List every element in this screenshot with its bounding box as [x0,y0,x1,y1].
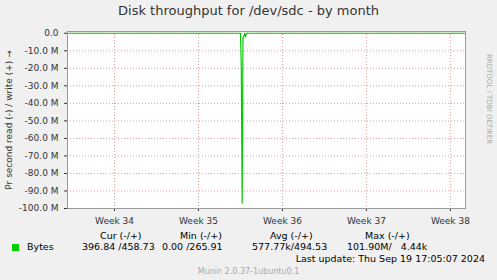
html-text:Avg (-/+): Avg (-/+) [270,230,313,241]
svg-text:Pr second read (-) / write (+): Pr second read (-) / write (+) → [4,50,14,190]
svg-text:Week 36: Week 36 [263,216,302,226]
html-text:396.84 /458.73: 396.84 /458.73 [82,241,155,252]
svg-text:-70.0 M: -70.0 M [25,151,59,161]
svg-text:-20.0 M: -20.0 M [25,63,59,73]
html-text:Bytes: Bytes [27,241,54,252]
svg-text:-10.0 M: -10.0 M [25,46,59,56]
svg-text:-50.0 M: -50.0 M [25,116,59,126]
html-text:0.00 /265.91: 0.00 /265.91 [162,241,223,252]
svg-text:Week 35: Week 35 [179,216,218,226]
svg-text:0.0: 0.0 [44,28,59,38]
html-text:Munin 2.0.37-1ubuntu0.1: Munin 2.0.37-1ubuntu0.1 [197,267,300,276]
html-text:Max (-/+): Max (-/+) [365,230,410,241]
svg-text:Week 34: Week 34 [95,216,134,226]
html-text:RRDTOOL / TOBI OETIKER: RRDTOOL / TOBI OETIKER [485,53,493,145]
html-text:577.77k/494.53: 577.77k/494.53 [252,241,328,252]
svg-text:-80.0 M: -80.0 M [25,168,59,178]
html-text:Min (-/+): Min (-/+) [180,230,222,241]
svg-text:-90.0 M: -90.0 M [25,186,59,196]
svg-text:-30.0 M: -30.0 M [25,81,59,91]
html-text:Last update: Thu Sep 19 17:05:: Last update: Thu Sep 19 17:05:07 2024 [295,253,485,264]
svg-text:-60.0 M: -60.0 M [25,133,59,143]
svg-text:Week 38: Week 38 [431,216,470,226]
html-text:101.90M/ 4.44k: 101.90M/ 4.44k [347,241,428,252]
svg-text:-40.0 M: -40.0 M [25,98,59,108]
svg-text:Week 37: Week 37 [347,216,386,226]
svg-text:-100.0 M: -100.0 M [19,203,59,213]
html-text:Disk throughput for /dev/sdc -: Disk throughput for /dev/sdc - by month [118,3,379,18]
html-text:Cur (-/+): Cur (-/+) [100,230,142,241]
